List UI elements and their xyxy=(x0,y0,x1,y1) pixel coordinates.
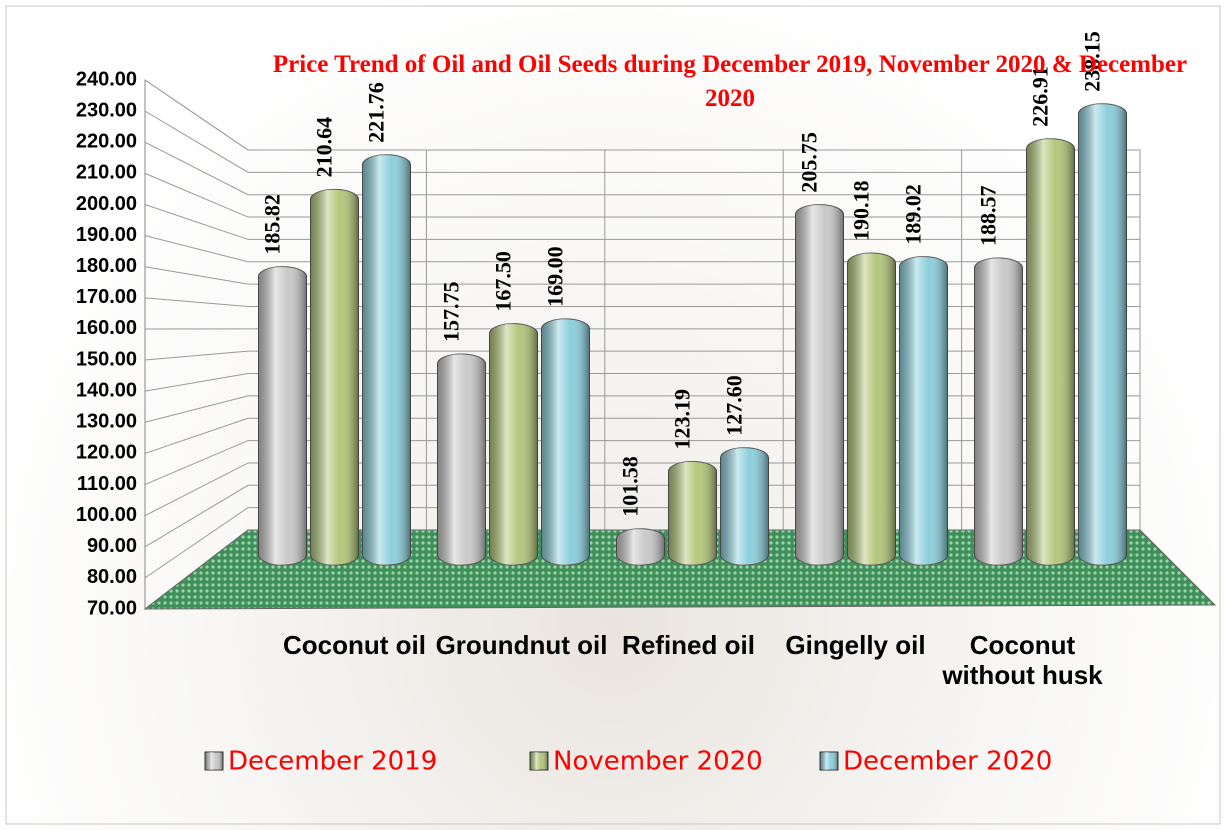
y-tick-label: 130.00 xyxy=(76,411,137,433)
y-tick-label: 180.00 xyxy=(76,255,137,277)
y-tick-label: 220.00 xyxy=(76,131,137,153)
value-label: 221.76 xyxy=(364,82,389,143)
y-tick-label: 110.00 xyxy=(77,473,137,495)
y-tick-label: 170.00 xyxy=(76,286,137,308)
y-tick-label: 240.00 xyxy=(76,68,137,90)
value-label: 169.00 xyxy=(543,246,568,307)
bar-shade xyxy=(258,266,307,565)
x-tick-label: Coconut without husk xyxy=(942,630,1103,690)
legend-label: November 2020 xyxy=(553,747,763,777)
bar-shade xyxy=(489,323,538,565)
value-label: 226.91 xyxy=(1028,66,1053,127)
bar-shade xyxy=(899,256,948,565)
bar-shade xyxy=(668,461,717,565)
grid-line xyxy=(144,110,1140,173)
value-label: 189.02 xyxy=(901,184,926,245)
value-label: 188.57 xyxy=(976,186,1001,247)
bar-shade xyxy=(362,154,411,565)
y-tick-label: 210.00 xyxy=(76,162,137,184)
bar-shade xyxy=(310,189,359,566)
value-label: 167.50 xyxy=(491,251,516,312)
legend-swatch-shade xyxy=(820,752,838,770)
y-tick-label: 140.00 xyxy=(76,379,137,401)
bar-shade xyxy=(720,447,769,565)
bar-shade xyxy=(541,318,590,565)
bar-shade xyxy=(616,528,665,565)
y-tick-label: 90.00 xyxy=(87,535,137,557)
legend-swatch-shade xyxy=(205,752,223,770)
y-tick-label: 230.00 xyxy=(76,99,137,121)
value-label: 185.82 xyxy=(260,194,285,255)
chart-title: Price Trend of Oil and Oil Seeds during … xyxy=(272,51,1188,112)
bar-shade xyxy=(974,258,1023,565)
value-label: 127.60 xyxy=(722,375,747,436)
value-label: 123.19 xyxy=(670,389,695,450)
value-label: 210.64 xyxy=(312,117,337,178)
y-tick-label: 160.00 xyxy=(76,317,137,339)
grid-line xyxy=(144,141,1140,196)
x-tick-label: Gingelly oil xyxy=(785,630,926,660)
value-label: 238.15 xyxy=(1080,31,1105,92)
value-label: 190.18 xyxy=(849,181,874,242)
value-label: 205.75 xyxy=(797,132,822,193)
y-tick-label: 150.00 xyxy=(76,348,137,370)
bar-shade xyxy=(847,253,896,565)
x-tick-label: Groundnut oil xyxy=(435,630,608,660)
x-tick-label: Coconut oil xyxy=(283,630,426,660)
y-tick-label: 100.00 xyxy=(76,504,137,526)
legend-label: December 2020 xyxy=(843,747,1052,777)
y-tick-label: 70.00 xyxy=(87,597,137,619)
value-label: 157.75 xyxy=(439,281,464,342)
legend-label: December 2019 xyxy=(228,747,437,777)
y-tick-label: 120.00 xyxy=(76,442,137,464)
grid-line xyxy=(144,79,1140,151)
bar-shade xyxy=(1026,138,1075,565)
legend-swatch-shade xyxy=(530,752,548,770)
bar-shade xyxy=(437,353,486,565)
y-tick-label: 190.00 xyxy=(76,224,137,246)
x-tick-label: Refined oil xyxy=(622,630,755,660)
bar-shade xyxy=(1078,103,1127,565)
value-label: 101.58 xyxy=(618,456,643,517)
border xyxy=(5,5,1221,825)
y-tick-label: 80.00 xyxy=(87,566,137,588)
y-tick-label: 200.00 xyxy=(76,193,137,215)
bar-shade xyxy=(795,204,844,565)
